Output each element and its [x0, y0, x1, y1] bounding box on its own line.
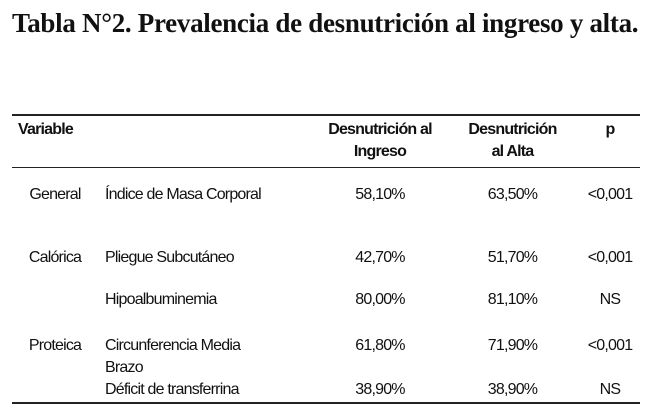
table-row-ingreso: 38,90%: [355, 381, 405, 398]
table-row-alta: 38,90%: [487, 381, 538, 398]
table-row-ingreso: 61,80%: [355, 337, 405, 354]
header-ingreso-line2: Ingreso: [353, 143, 407, 160]
table-row-p: NS: [599, 381, 621, 398]
table-row-p: NS: [599, 291, 621, 308]
table-row-indicator: Hipoalbuminemia: [105, 291, 217, 308]
table-row-group: Calórica: [28, 249, 82, 266]
table-row-ingreso: 80,00%: [355, 291, 405, 308]
table-row-alta: 63,50%: [487, 186, 538, 203]
table-row-alta: 81,10%: [487, 291, 538, 308]
table-row-p: <0,001: [587, 249, 633, 266]
header-rule: [12, 167, 640, 168]
header-p: p: [605, 121, 616, 138]
header-alta-line1: Desnutrición: [468, 121, 557, 138]
table-row-p: <0,001: [587, 186, 633, 203]
table-row-group: General: [29, 186, 81, 203]
table-row-p: <0,001: [587, 337, 633, 354]
table-row-group: Proteica: [28, 337, 82, 354]
table-row-ingreso: 42,70%: [355, 249, 405, 266]
table-top-rule: [12, 114, 640, 116]
table-row-indicator: Déficit de transferrina: [105, 381, 239, 398]
table-row-indicator-line2: Brazo: [105, 359, 144, 376]
table-row-indicator-line1: Circunferencia Media: [105, 337, 241, 354]
table-bottom-rule: [12, 402, 640, 404]
table-row-ingreso: 58,10%: [355, 186, 405, 203]
table-row-alta: 51,70%: [487, 249, 538, 266]
table-row-indicator: Índice de Masa Corporal: [105, 186, 262, 203]
table-title: Tabla N°2. Prevalencia de desnutrición a…: [12, 8, 639, 38]
table-row-indicator: Pliegue Subcutáneo: [105, 249, 235, 266]
header-alta-line2: al Alta: [491, 143, 535, 160]
header-ingreso-line1: Desnutrición al: [328, 121, 432, 138]
table-row-alta: 71,90%: [487, 337, 538, 354]
header-variable: Variable: [18, 121, 74, 138]
